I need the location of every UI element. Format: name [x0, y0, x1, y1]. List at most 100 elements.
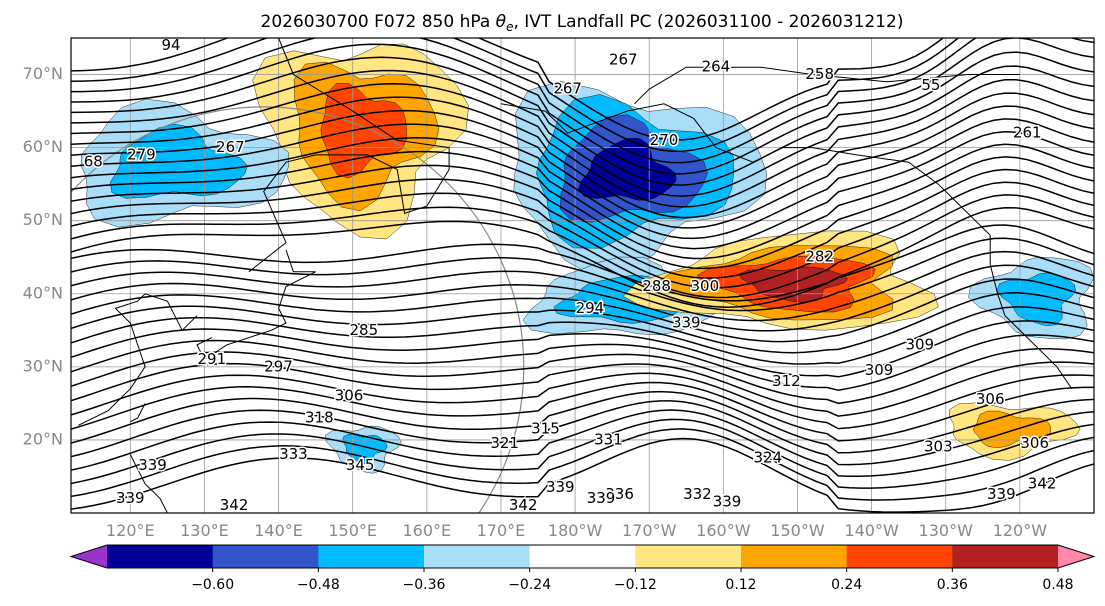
contour-label: 261 — [1013, 124, 1042, 142]
colorbar-extend-high — [1058, 545, 1094, 568]
theta-e-contour — [71, 390, 1094, 454]
contour-labels: 94 267 264 258 55 267 261 279 267 68 270 282 288 300 2… — [82, 36, 1058, 513]
contour-label: 342 — [1028, 474, 1057, 492]
colorbar-outline — [69, 544, 1096, 569]
colorbar-tick-label: 0.24 — [831, 577, 862, 593]
contour-label: 331 — [594, 430, 623, 448]
theta-e-contour — [71, 334, 1094, 391]
contour-label: 332 — [683, 485, 712, 503]
theta-e-contour — [71, 38, 960, 153]
contour-label: 264 — [702, 58, 731, 76]
theta-e-contour — [71, 206, 1094, 308]
longitude-tick-label: 140°E — [254, 521, 303, 540]
contour-label: 318 — [305, 409, 334, 427]
theta-e-contour — [71, 428, 1094, 501]
contour-label: 339 — [546, 478, 575, 496]
contour-label: 309 — [865, 361, 894, 379]
longitude-tick-label: 150°E — [328, 521, 377, 540]
theta-e-contour — [71, 143, 1094, 260]
colorbar-bin — [635, 545, 742, 568]
contour-label: 315 — [531, 419, 560, 437]
longitude-tick-labels: 120°E 130°E 140°E 150°E 160°E 170°E 180°W 170°W… — [106, 521, 1047, 540]
contour-label: 339 — [713, 493, 742, 511]
colorbar-tick-label: 0.12 — [725, 577, 756, 593]
latitude-tick-label: 30°N — [23, 356, 63, 375]
longitude-tick-label: 150°W — [770, 521, 825, 540]
colorbar-bin — [424, 545, 531, 568]
contour-label: 267 — [609, 50, 638, 68]
coastline — [78, 293, 198, 426]
colorbar-bin — [318, 545, 425, 568]
theta-e-contour — [71, 130, 1094, 250]
contour-label: 279 — [127, 145, 156, 163]
coastline — [248, 38, 450, 273]
contour-label: 294 — [576, 299, 605, 317]
contour-label: 270 — [650, 131, 679, 149]
longitude-tick-label: 120°W — [993, 521, 1048, 540]
contour-label: 336 — [605, 485, 634, 503]
longitude-tick-label: 160°E — [402, 521, 451, 540]
theta-e-contour — [71, 361, 1094, 417]
contour-label: 333 — [279, 445, 308, 463]
theta-e-contour — [71, 400, 1094, 466]
theta-e-contour — [71, 224, 1094, 302]
colorbar-bin — [107, 545, 214, 568]
contour-label: 55 — [921, 76, 940, 94]
contour-label: 258 — [805, 65, 834, 83]
theta-e-contour — [71, 348, 1094, 405]
contour-label: 321 — [490, 434, 519, 452]
colorbar-tick-label: −0.60 — [191, 577, 234, 593]
theta-e-contour — [71, 278, 1094, 343]
longitude-tick-label: 130°E — [180, 521, 229, 540]
theta-e-contour — [71, 78, 1094, 208]
longitude-tick-label: 170°E — [477, 521, 526, 540]
theta-e-contour — [71, 65, 1094, 197]
contour-label: 282 — [805, 248, 834, 266]
colorbar-bin — [212, 545, 319, 568]
contour-label: 303 — [924, 438, 953, 456]
latitude-tick-labels: 70°N 60°N 50°N 40°N 30°N 20°N — [23, 64, 63, 448]
latitude-tick-label: 20°N — [23, 429, 63, 448]
latitude-tick-label: 70°N — [23, 64, 63, 83]
contour-label: 345 — [346, 456, 375, 474]
theta-e-contour — [71, 51, 1094, 186]
contour-label: 267 — [553, 80, 582, 98]
domain-circle — [71, 106, 525, 513]
colorbar-bin — [952, 545, 1059, 568]
coastline — [196, 249, 316, 361]
theta-e-contour — [71, 306, 1094, 365]
theta-e-contour — [71, 92, 1094, 219]
theta-e-contour — [71, 168, 1094, 279]
colorbar-bin — [846, 545, 953, 568]
theta-e-contour — [71, 105, 1094, 229]
contour-label: 285 — [349, 321, 378, 339]
theta-e-contour — [71, 320, 1094, 378]
contour-label: 300 — [690, 277, 719, 295]
colorbar-tick-label: −0.12 — [614, 577, 657, 593]
contour-label: 288 — [642, 277, 671, 295]
colorbar-bin — [741, 545, 848, 568]
coastline — [130, 403, 146, 423]
map-frame — [70, 37, 1095, 514]
contour-label: 339 — [987, 485, 1016, 503]
theta-e-contour — [71, 372, 1094, 430]
colorbar-tick-label: −0.36 — [403, 577, 446, 593]
longitude-tick-label: 130°W — [919, 521, 974, 540]
contour-label: 309 — [905, 335, 934, 353]
chart-title: 2026030700 F072 850 hPa θe, IVT Landfall… — [261, 12, 904, 34]
colorbar-bin — [529, 545, 636, 568]
latitude-tick-label: 60°N — [23, 137, 63, 156]
contour-label: 312 — [772, 372, 801, 390]
longitude-tick-label: 160°W — [696, 521, 751, 540]
theta-e-contour — [71, 237, 1094, 312]
theta-e-contour — [71, 194, 1094, 299]
contour-label: 306 — [976, 390, 1005, 408]
theta-e-contour — [71, 250, 1094, 322]
anomaly-fill — [342, 434, 388, 465]
theta-e-contours — [71, 38, 1094, 513]
contour-label: 94 — [162, 36, 181, 54]
colorbar-tick-label: −0.24 — [508, 577, 551, 593]
theta-e-contour — [71, 381, 1094, 442]
theta-e-contour — [71, 38, 944, 141]
